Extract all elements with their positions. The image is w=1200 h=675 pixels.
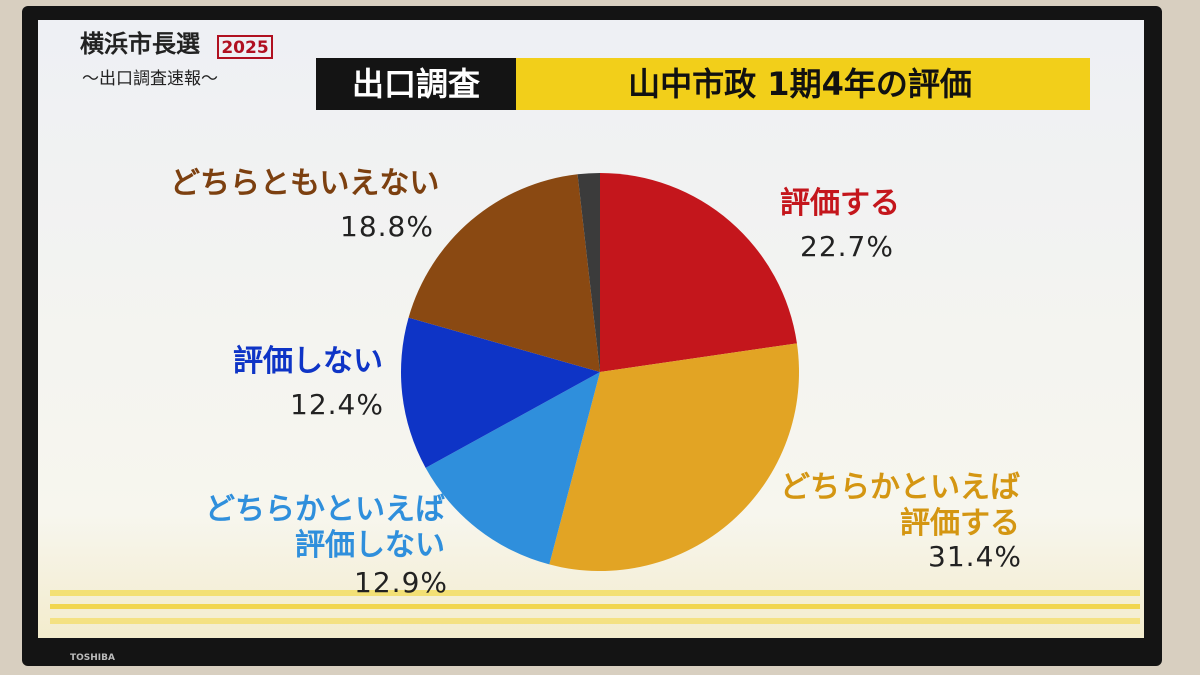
brand: TOSHIBA [70,653,115,663]
value-label: 18.8% [340,210,434,243]
program-year: 2025 [221,38,268,58]
slice-label: どちらともいえない [170,166,440,201]
pie-slice [408,174,600,372]
pie-slice [401,317,600,468]
pie-slice [577,173,600,372]
value-label: 31.4% [928,540,1022,573]
value-label: 22.7% [800,230,894,263]
pie-slice [425,372,600,565]
slice-label: 評価する [780,186,900,221]
stripe [50,604,1140,609]
stripe [50,618,1140,624]
slice-label: どちらかといえば 評価しない [205,492,445,563]
badge-box [316,58,516,110]
value-label: 12.9% [354,566,448,599]
slice-label: 評価しない [233,344,383,379]
slice-label: どちらかといえば 評価する [780,470,1020,541]
chart-title: 山中市政 1期4年の評価 [628,65,972,103]
badge: 出口調査 [352,65,480,103]
value-label: 12.4% [290,388,384,421]
pie-slice [600,173,797,372]
program-subtitle: 〜出口調査速報〜 [82,69,218,89]
title-box [516,58,1090,110]
program-title: 横浜市長選 [80,29,200,58]
stripe [50,590,1140,596]
pie [401,173,799,571]
pie-slice [549,343,799,571]
year-box [217,35,273,59]
